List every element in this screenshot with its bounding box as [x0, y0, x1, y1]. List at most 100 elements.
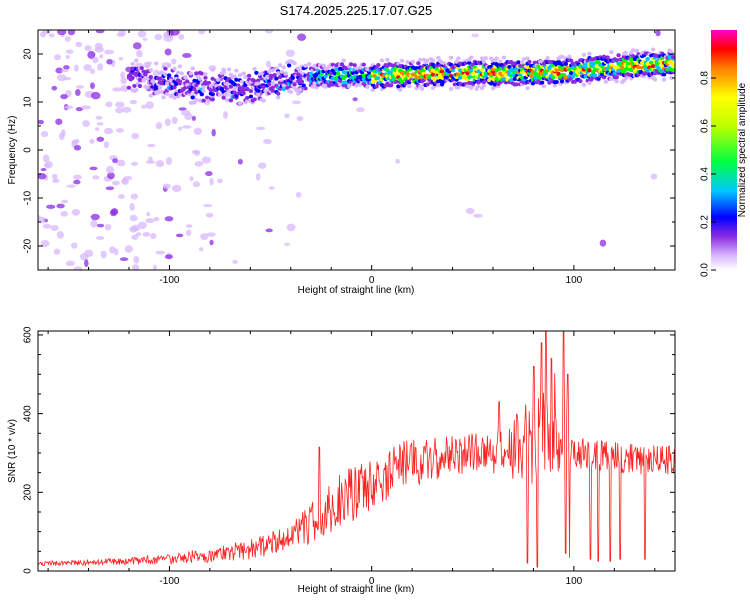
noise-cell — [63, 65, 70, 70]
ridge-cell — [192, 78, 197, 83]
noise-cell — [148, 156, 153, 163]
noise-cell — [42, 223, 52, 229]
noise-cell — [237, 158, 243, 165]
noise-cell — [115, 128, 124, 133]
ridge-cell — [467, 60, 472, 65]
noise-cell — [115, 107, 124, 114]
ridge-cell — [221, 95, 226, 100]
ridge-cell — [157, 76, 163, 81]
ridge-cell — [376, 75, 381, 80]
ridge-cell — [348, 62, 354, 67]
noise-cell — [96, 223, 105, 228]
noise-cell — [96, 122, 104, 126]
ridge-cell — [494, 56, 499, 61]
noise-cell — [129, 99, 138, 105]
noise-cell — [115, 101, 125, 108]
ridge-cell — [547, 80, 552, 85]
snr-panel: -100 0 100 0 200 400 600 Height of straight l… — [7, 326, 676, 595]
ridge-cell — [303, 63, 308, 68]
ridge-cell — [276, 91, 281, 96]
ridge-cell — [483, 56, 488, 61]
ridge-cell — [509, 78, 514, 83]
ridge-cell — [314, 72, 319, 77]
ridge-cell — [496, 67, 501, 72]
ridge-cell — [559, 54, 565, 59]
ridge-cell — [419, 86, 425, 91]
ridge-cell — [476, 84, 481, 89]
noise-cell — [96, 136, 105, 142]
noise-cell — [75, 41, 83, 48]
noise-cell — [116, 32, 125, 37]
ridge-cell — [510, 67, 516, 72]
noise-cell — [89, 138, 95, 144]
ridge-cell — [587, 80, 592, 85]
noise-cell — [65, 55, 70, 60]
ridge-cell — [281, 83, 286, 88]
noise-cell — [80, 105, 91, 110]
ridge-cell — [210, 76, 215, 81]
ridge-cell — [175, 70, 181, 75]
ridge-cell — [418, 57, 423, 62]
ridge-cell — [234, 68, 239, 73]
noise-cell — [129, 202, 135, 211]
ridge-cell — [172, 66, 177, 71]
ridge-cell — [670, 63, 675, 68]
noise-cell — [104, 223, 112, 231]
ridge-cell — [159, 70, 164, 75]
ridge-cell — [228, 84, 234, 89]
ridge-cell — [390, 74, 396, 79]
ridge-cell — [503, 73, 508, 78]
ridge-cell — [221, 67, 226, 72]
ridge-cell — [226, 89, 232, 94]
ridge-cell — [481, 59, 487, 64]
noise-cell — [285, 49, 295, 57]
ridge-cell — [330, 76, 336, 81]
ridge-cell — [272, 73, 277, 78]
ridge-cell — [634, 48, 639, 53]
ridge-cell — [636, 65, 641, 70]
ridge-cell — [283, 71, 288, 76]
noise-cell — [71, 242, 78, 249]
noise-cell — [599, 239, 607, 247]
ridge-cell — [268, 73, 274, 78]
ridge-cell — [159, 89, 164, 94]
noise-cell — [120, 85, 129, 92]
noise-cell — [84, 249, 94, 258]
ridge-cell — [434, 66, 439, 71]
ridge-cell — [165, 91, 170, 96]
ridge-cell — [134, 88, 139, 93]
ridge-cell — [559, 79, 565, 84]
noise-cell — [107, 172, 115, 180]
noise-cell — [170, 58, 177, 65]
ridge-cell — [243, 75, 248, 80]
ridge-cell — [581, 52, 587, 57]
ridge-cell — [286, 63, 292, 68]
ridge-cell — [436, 55, 441, 60]
snr-y-label: SNR (10 * v/v) — [7, 419, 18, 483]
noise-cell — [198, 247, 204, 252]
ridge-cell — [569, 58, 574, 63]
noise-cell — [265, 228, 273, 233]
noise-cell — [46, 204, 56, 209]
ridge-cell — [645, 68, 650, 73]
ridge-cell — [645, 56, 650, 61]
ridge-cell — [237, 73, 243, 78]
noise-cell — [103, 141, 110, 149]
noise-cell — [73, 145, 82, 151]
ridge-cell — [250, 85, 255, 90]
x-tick-label: 100 — [566, 275, 583, 286]
noise-cell — [62, 76, 72, 81]
ridge-cell — [552, 83, 558, 88]
ridge-cell — [308, 71, 314, 76]
noise-cell — [40, 130, 49, 138]
ridge-cell — [414, 66, 419, 71]
ridge-cell — [297, 88, 303, 93]
ridge-cell — [256, 92, 261, 97]
noise-cell — [198, 30, 206, 35]
ridge-cell — [194, 97, 199, 102]
ridge-cell — [288, 79, 294, 84]
ridge-cell — [448, 86, 454, 91]
ridge-cell — [669, 59, 674, 64]
ridge-cell — [441, 61, 447, 66]
